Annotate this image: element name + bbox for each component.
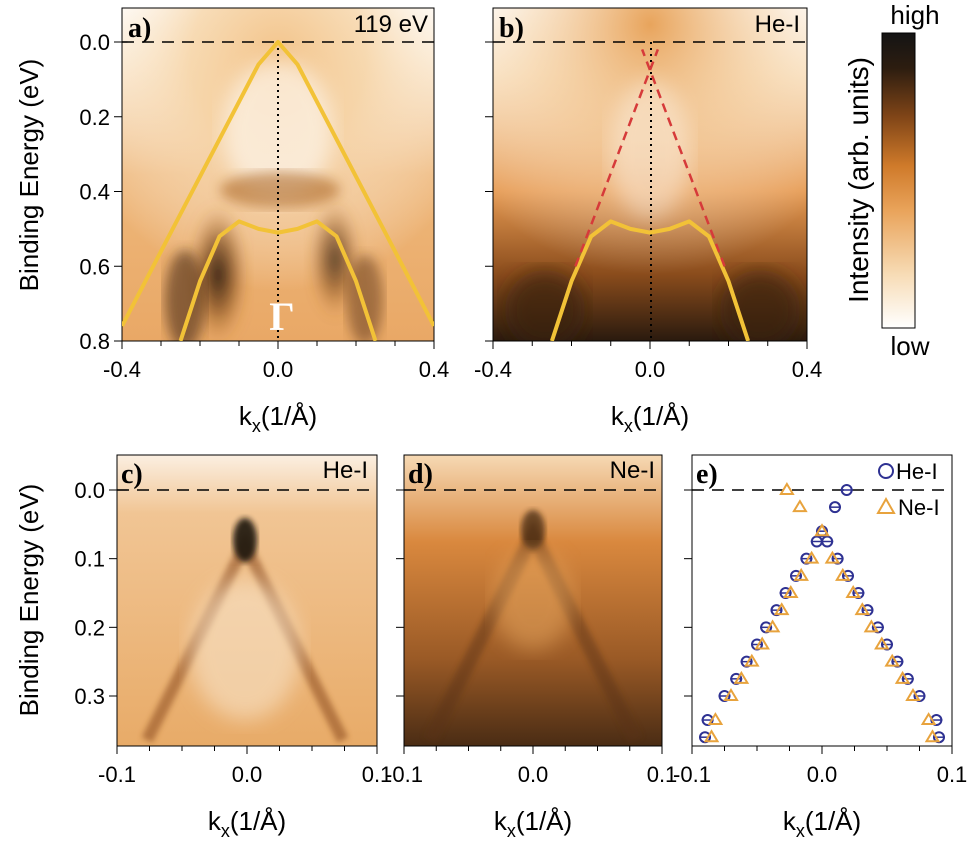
panel-d-heatmap [404, 455, 662, 746]
y-tick-label: 0.0 [79, 30, 110, 55]
panel-label: a) [128, 13, 151, 44]
data-point-ne [905, 688, 921, 701]
panel-c-heatmap [117, 455, 377, 746]
data-point-ne [884, 653, 900, 667]
panel-d: -0.1 0.0 0.1 kx(1/Å) d) Ne-I [385, 454, 678, 841]
data-point-ne [845, 585, 861, 598]
colorbar-high-label: high [890, 0, 939, 30]
legend-ne-label: Ne-I [898, 495, 940, 520]
data-point-ne [863, 619, 880, 633]
photon-source-label: He-I [323, 457, 368, 484]
data-point-he [821, 535, 834, 548]
y-axis-title-bottom: Binding Energy (eV) [14, 484, 44, 717]
data-point-ne [773, 602, 790, 616]
x-tick-label: 0.1 [362, 762, 393, 787]
legend: He-I Ne-I [876, 459, 940, 520]
x-tick-label: 0.1 [647, 762, 678, 787]
data-point-ne [854, 602, 871, 616]
x-tick-label: 0.4 [419, 357, 450, 382]
x-axis-title: kx(1/Å) [494, 806, 572, 841]
x-axis-title: kx(1/Å) [208, 806, 286, 841]
data-point-ne [792, 499, 808, 513]
data-point-ne [814, 523, 830, 537]
y-tick-label: 0.8 [79, 329, 110, 354]
band-inner_band [178, 219, 378, 341]
y-tick-label: 0.2 [79, 105, 110, 130]
gamma-point-label: Γ [269, 294, 294, 339]
panel-label: b) [499, 13, 524, 44]
band-dirac_cone_right [640, 49, 726, 267]
legend-he-marker [878, 463, 894, 479]
data-point-ne [754, 636, 770, 650]
data-point-ne [874, 636, 890, 650]
panel-b-heatmap [493, 8, 807, 341]
data-point-ne [707, 712, 724, 726]
x-tick-label: -0.1 [385, 762, 423, 787]
data-point-ne [779, 482, 795, 495]
data-point-he [840, 484, 853, 496]
data-point-ne [783, 585, 799, 598]
x-axis-title: kx(1/Å) [611, 401, 689, 436]
panel-b: -0.4 0.0 0.4 kx(1/Å) b) He-I [474, 7, 823, 436]
colorbar-low-label: low [890, 331, 929, 361]
x-tick-label: -0.4 [474, 357, 512, 382]
data-point-ne [824, 550, 841, 564]
photon-energy-label: 119 eV [354, 11, 428, 38]
data-point-ne [793, 567, 809, 581]
data-point-ne [803, 550, 820, 564]
y-tick-label: 0.3 [74, 684, 105, 709]
data-point-ne [920, 712, 937, 726]
band-inner_band [549, 219, 751, 341]
y-tick-label: 0.1 [74, 547, 105, 572]
y-tick-label: 0.6 [79, 254, 110, 279]
x-tick-label: -0.4 [103, 357, 141, 382]
y-tick-label: 0.0 [74, 478, 105, 503]
x-tick-label: 0.0 [518, 762, 549, 787]
legend-ne-marker [876, 496, 896, 514]
colorbar: high low Intensity (arb. units) [843, 0, 940, 361]
panel-label: c) [121, 459, 143, 490]
legend-he-label: He-I [896, 459, 938, 484]
panel-label: e) [696, 459, 718, 490]
panel-c: -0.1 0.0 0.1 0.0 0.1 0.2 0.3 kx(1/Å) c) He-I [74, 454, 393, 841]
data-point-ne [733, 670, 750, 684]
data-point-ne [744, 653, 760, 667]
data-point-ne [924, 729, 941, 743]
photon-source-label: He-I [755, 11, 800, 38]
data-point-he [829, 501, 841, 514]
panel-e: -0.1 0.0 0.1 kx(1/Å) e) He-I Ne-I [673, 454, 968, 841]
x-tick-label: 0.0 [807, 762, 838, 787]
y-tick-label: 0.2 [74, 615, 105, 640]
x-tick-label: -0.1 [673, 762, 711, 787]
panel-label: d) [408, 459, 433, 490]
y-tick-label: 0.4 [79, 180, 110, 205]
y-axis-title-top: Binding Energy (eV) [14, 59, 44, 292]
data-point-ne [703, 729, 720, 743]
x-tick-label: 0.0 [635, 357, 666, 382]
data-point-ne [894, 670, 911, 684]
x-tick-label: 0.0 [263, 357, 294, 382]
x-axis-title: kx(1/Å) [239, 401, 317, 436]
photon-source-label: Ne-I [610, 457, 655, 484]
data-point-ne [723, 688, 739, 701]
x-axis-title: kx(1/Å) [783, 806, 861, 841]
band-dirac_cone_left [574, 49, 660, 267]
x-tick-label: 0.4 [792, 357, 823, 382]
x-tick-label: 0.0 [232, 762, 263, 787]
colorbar-scale [881, 32, 916, 329]
data-point-ne [764, 619, 781, 633]
colorbar-title: Intensity (arb. units) [843, 57, 874, 303]
panel-a: -0.4 0.0 0.4 0.0 0.2 0.4 0.6 0.8 kx(1/Å) a) 119 … [79, 7, 450, 436]
band-outer_band [122, 40, 434, 327]
data-point-ne [835, 567, 851, 581]
x-tick-label: -0.1 [98, 762, 136, 787]
x-tick-label: 0.1 [937, 762, 968, 787]
